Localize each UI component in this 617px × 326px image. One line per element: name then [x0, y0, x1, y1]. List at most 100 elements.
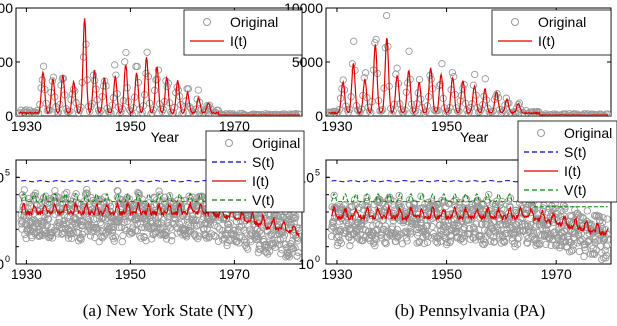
data-point — [579, 213, 587, 222]
data-point — [599, 214, 607, 222]
data-point — [282, 240, 290, 248]
data-point — [396, 199, 404, 208]
data-point — [599, 236, 607, 245]
legend-marker — [511, 18, 519, 26]
data-point — [347, 203, 355, 211]
data-point — [86, 107, 94, 116]
data-point — [164, 222, 173, 230]
data-point — [136, 232, 144, 240]
data-point — [192, 233, 200, 241]
legend-marker — [537, 129, 545, 137]
y-tick-label: 5000 — [0, 54, 13, 70]
x-tick-label: 1930 — [11, 266, 42, 282]
data-point — [603, 110, 611, 116]
data-point — [456, 203, 464, 212]
data-point — [262, 248, 271, 256]
data-point — [89, 215, 98, 224]
data-point — [380, 225, 388, 233]
data-point — [452, 228, 460, 237]
data-point — [158, 230, 166, 239]
data-point — [342, 227, 350, 235]
data-point — [456, 199, 464, 207]
data-point — [41, 192, 50, 200]
data-point — [523, 220, 532, 228]
data-point — [389, 107, 397, 115]
data-point — [602, 251, 611, 259]
data-point — [242, 243, 251, 251]
data-point — [158, 107, 166, 116]
data-point — [598, 219, 607, 227]
data-point — [255, 227, 264, 236]
y-tick-label: 10000 — [0, 0, 13, 16]
data-point — [166, 224, 174, 232]
data-point — [189, 215, 198, 223]
data-point — [490, 238, 498, 246]
data-point — [284, 112, 292, 116]
data-point — [167, 237, 176, 245]
x-tick-label: 1930 — [321, 118, 352, 134]
data-point — [498, 108, 507, 116]
data-point — [169, 108, 178, 116]
data-point — [526, 228, 534, 236]
data-point — [295, 110, 302, 116]
data-point — [412, 214, 420, 222]
data-point — [189, 109, 197, 116]
data-point — [370, 238, 378, 246]
data-point — [580, 252, 588, 261]
data-point — [205, 101, 214, 109]
data-point — [31, 230, 39, 238]
data-point — [54, 230, 62, 238]
data-point — [188, 217, 196, 225]
panel-a-top: 1930 1950 1970 0 5000 10000 Year — [0, 0, 303, 145]
data-point — [581, 246, 589, 254]
data-point — [471, 70, 479, 79]
data-point — [588, 110, 596, 116]
y-tick-label: 0 — [5, 108, 13, 124]
data-point — [500, 238, 509, 246]
data-point — [170, 103, 179, 112]
data-point — [294, 110, 302, 116]
legend-label: Original — [538, 14, 586, 30]
data-point — [523, 239, 532, 247]
data-point — [583, 207, 591, 215]
data-point — [289, 112, 297, 116]
legend-b-bottom: Original S(t) I(t) V(t) — [517, 120, 617, 203]
data-point — [267, 222, 275, 231]
caption-b: (b) Pennsylvania (PA) — [395, 301, 545, 320]
data-point — [223, 241, 231, 250]
data-point — [511, 243, 519, 251]
data-point — [438, 60, 446, 68]
data-point — [337, 239, 345, 247]
x-tick-label: 1950 — [115, 118, 146, 134]
data-point — [48, 228, 57, 237]
data-point — [133, 219, 141, 228]
data-point — [107, 109, 115, 116]
legend-box — [517, 120, 617, 203]
series-line-I — [328, 37, 609, 116]
data-point — [332, 204, 340, 212]
data-point — [460, 223, 468, 231]
data-point — [565, 110, 574, 116]
data-point — [415, 75, 424, 84]
data-point — [443, 238, 451, 247]
data-point — [355, 107, 363, 116]
data-point — [69, 85, 78, 94]
data-point — [564, 112, 572, 116]
data-point — [450, 73, 458, 81]
data-point — [22, 234, 30, 243]
data-point — [402, 228, 411, 237]
data-point — [292, 212, 300, 221]
data-point — [548, 112, 557, 116]
data-point — [242, 238, 251, 247]
data-point — [86, 232, 95, 240]
data-point — [17, 106, 25, 114]
data-point — [135, 189, 143, 198]
data-point — [96, 219, 105, 227]
data-point — [285, 253, 294, 261]
data-point — [39, 62, 48, 70]
data-point — [403, 237, 411, 245]
data-point — [560, 227, 568, 236]
legend-label: I(t) — [252, 173, 269, 189]
legend-a-top: Original I(t) — [183, 9, 303, 56]
data-point — [111, 233, 120, 241]
